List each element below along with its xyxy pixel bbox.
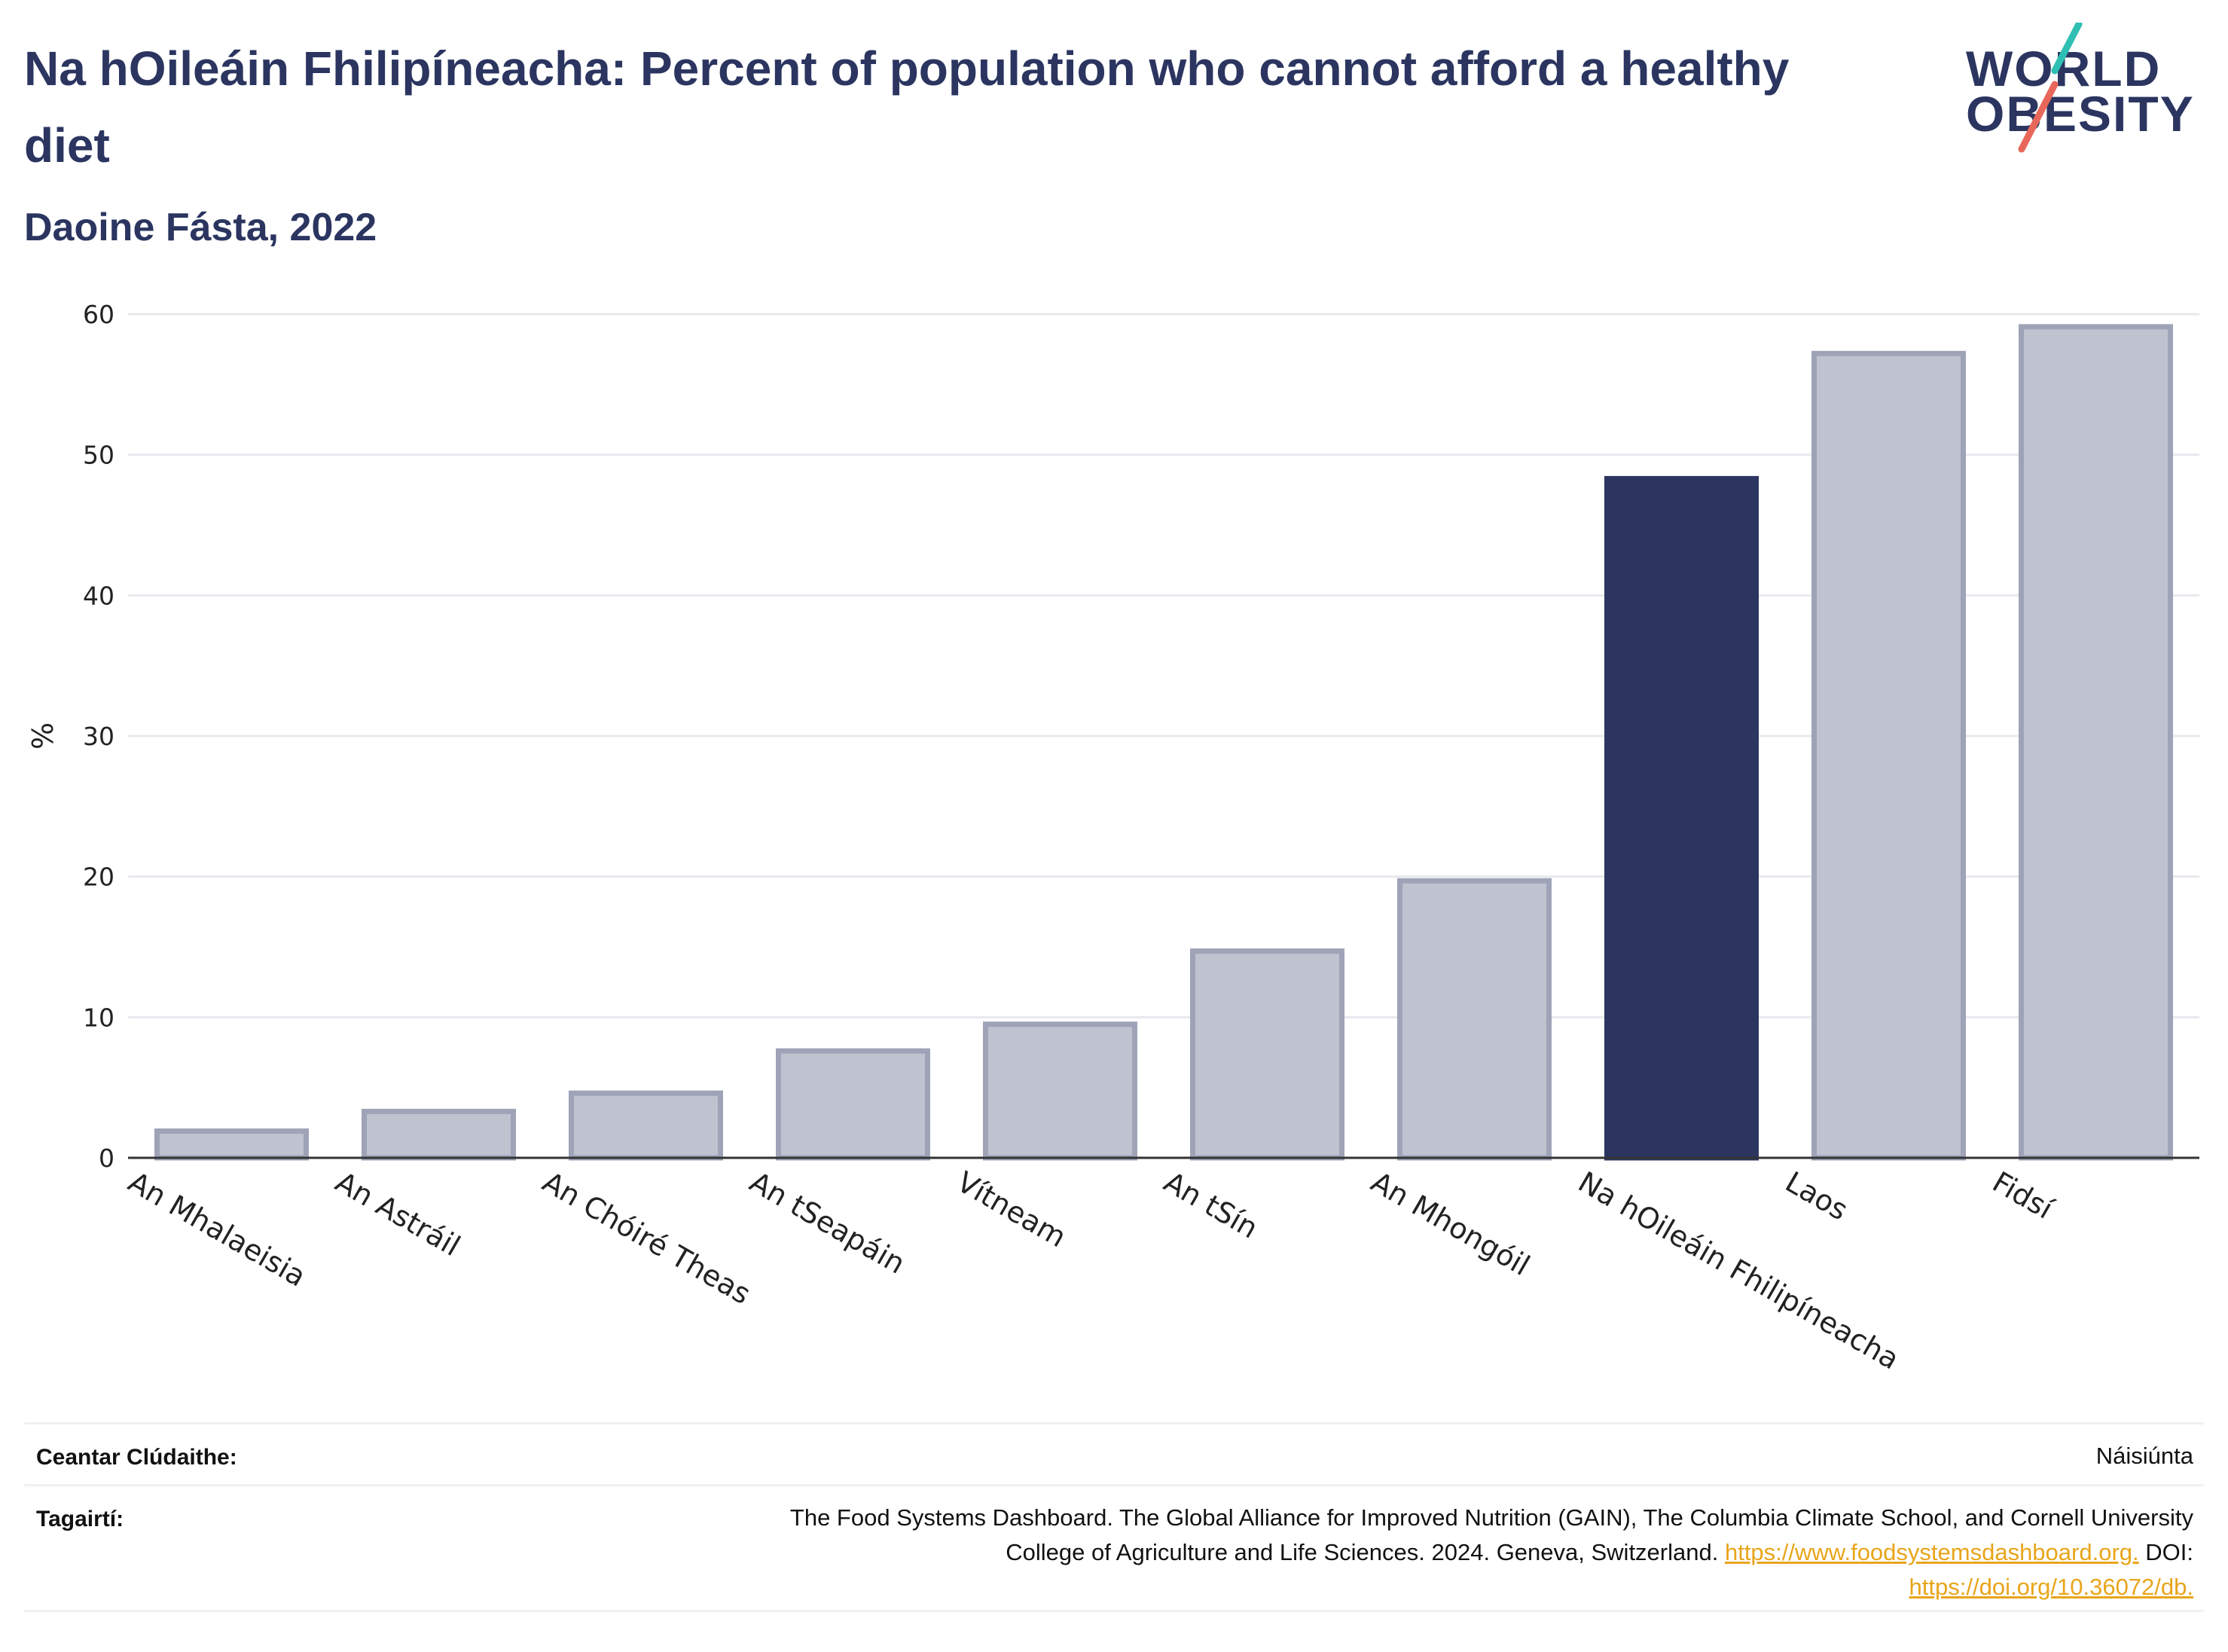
logo-slash-icon <box>2018 23 2083 153</box>
references-line-1: The Food Systems Dashboard. The Global A… <box>789 1504 2193 1531</box>
x-tick-label: Laos <box>1780 1165 1854 1227</box>
y-tick-label: 60 <box>83 300 114 329</box>
x-tick-label: Fidsí <box>1987 1165 2059 1226</box>
bar <box>154 1128 309 1161</box>
y-tick-label: 20 <box>83 863 114 892</box>
footer-divider <box>24 1422 2204 1425</box>
chart-title: Na hOileáin Fhilipíneacha: Percent of po… <box>24 41 1790 173</box>
bar <box>776 1048 930 1161</box>
y-tick-label: 50 <box>83 441 114 470</box>
references-text: The Food Systems Dashboard. The Global A… <box>790 1501 2193 1605</box>
bar <box>983 1021 1137 1161</box>
footer-divider <box>24 1484 2204 1486</box>
doi-link[interactable]: https://doi.org/10.36072/db. <box>1909 1574 2193 1600</box>
doi-label: DOI: <box>2145 1539 2193 1565</box>
bar <box>2019 324 2173 1161</box>
bar <box>1604 475 1759 1161</box>
chart-subtitle: Daoine Fásta, 2022 <box>24 206 377 249</box>
x-tick-label: An tSín <box>1158 1165 1264 1245</box>
dashboard-link[interactable]: https://www.foodsystemsdashboard.org. <box>1724 1539 2139 1565</box>
bar-chart: 0 10 20 30 40 50 60% An Mhalaeisia An Astráil An … <box>26 300 2199 1376</box>
bar <box>1397 878 1552 1161</box>
x-tick-label: An tSeapáin <box>744 1165 911 1281</box>
bar <box>1811 350 1966 1161</box>
x-tick-label: An Mhalaeisia <box>123 1165 311 1293</box>
logo-text-obesity: OBESITY <box>1966 86 2195 142</box>
y-tick-label: 30 <box>83 722 114 751</box>
bar <box>569 1090 723 1161</box>
bar <box>1190 948 1344 1161</box>
x-tick-label: Na hOileáin Fhilipíneacha <box>1573 1165 1905 1376</box>
references-line-2-text: College of Agriculture and Life Sciences… <box>1006 1539 1719 1565</box>
x-tick-label: Vítneam <box>951 1165 1072 1254</box>
y-tick-label: 0 <box>99 1144 114 1173</box>
y-tick-label: 10 <box>83 1003 114 1032</box>
world-obesity-logo: WORLD OBESITY <box>1966 23 2214 158</box>
coverage-label: Ceantar Clúdaithe: <box>36 1445 237 1470</box>
footer-divider <box>24 1610 2204 1612</box>
y-tick-label: 40 <box>83 581 114 610</box>
references-label: Tagairtí: <box>36 1507 124 1531</box>
bar <box>362 1108 516 1161</box>
references-line-2: College of Agriculture and Life Sciences… <box>790 1535 2193 1570</box>
coverage-value: Náisiúnta <box>2095 1443 2193 1469</box>
x-tick-label: An Mhongóil <box>1366 1165 1535 1283</box>
x-tick-label: An Chóiré Theas <box>537 1165 756 1311</box>
x-tick-label: An Astráil <box>330 1165 465 1263</box>
y-axis-label: % <box>26 722 60 750</box>
